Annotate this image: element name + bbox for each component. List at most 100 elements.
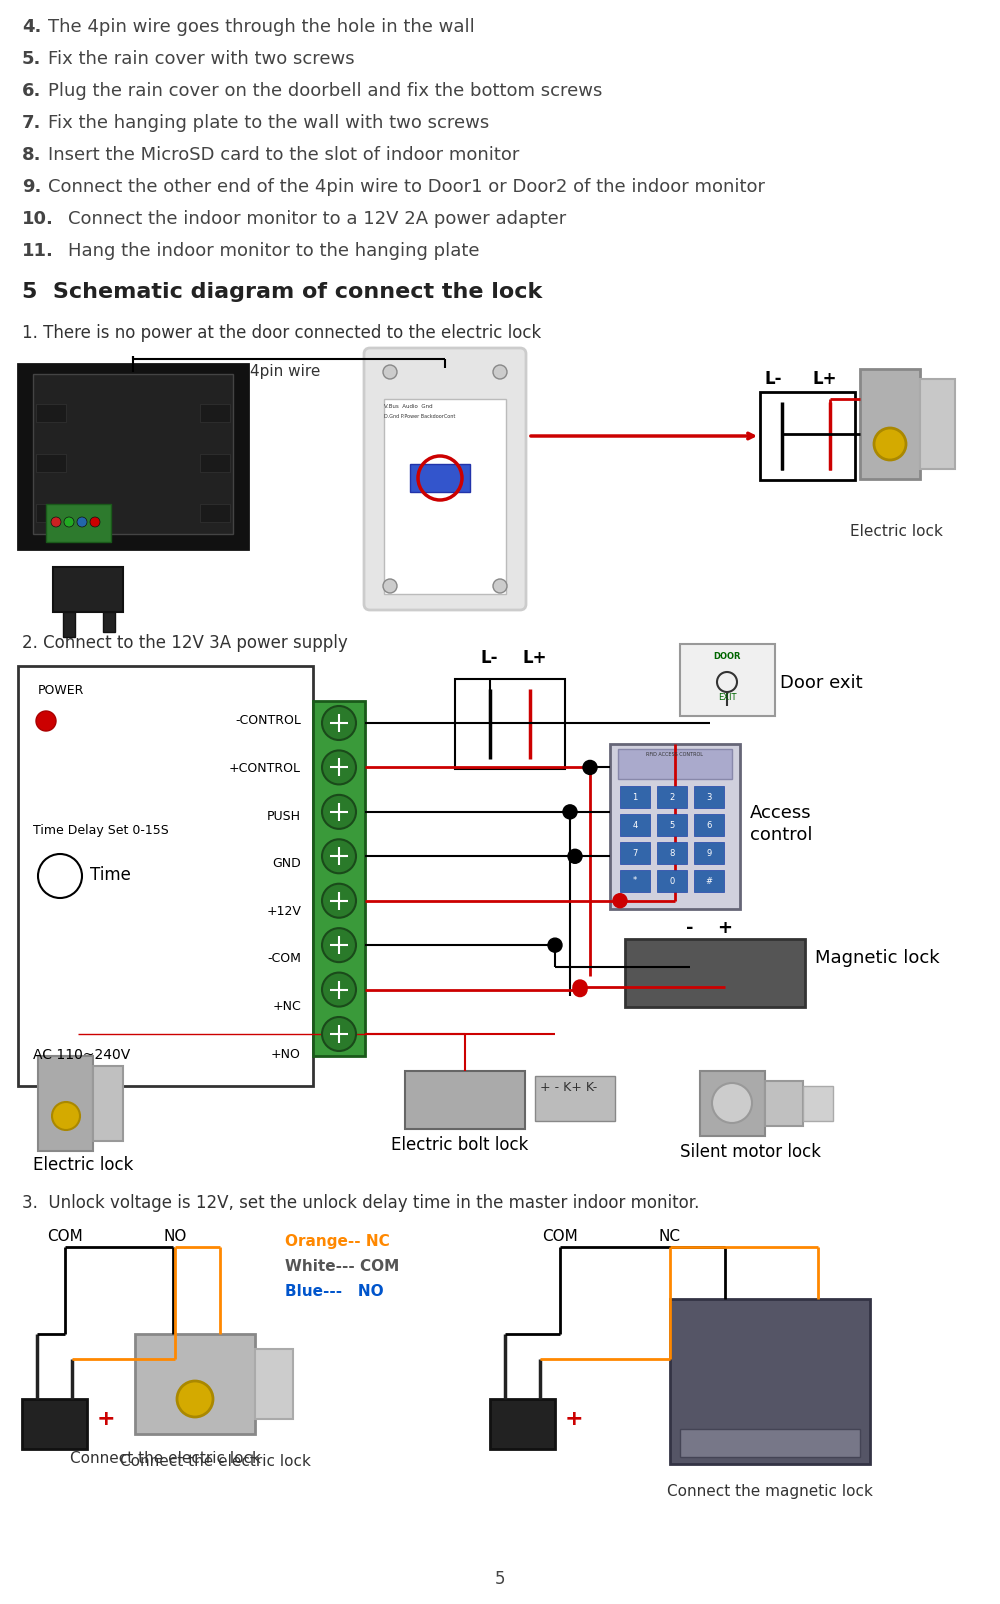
Circle shape xyxy=(38,853,82,898)
Circle shape xyxy=(573,983,587,996)
Bar xyxy=(625,938,805,1007)
Bar xyxy=(657,813,687,836)
Text: +12V: +12V xyxy=(266,905,301,917)
Text: 6.: 6. xyxy=(22,82,41,99)
Bar xyxy=(135,1335,255,1434)
Bar xyxy=(200,454,230,472)
Circle shape xyxy=(322,1017,356,1051)
Bar xyxy=(63,613,75,637)
Bar xyxy=(255,1349,293,1420)
Text: 4: 4 xyxy=(632,821,638,829)
Text: AC 110~240V: AC 110~240V xyxy=(33,1047,130,1062)
Text: NO: NO xyxy=(163,1229,187,1245)
Text: Silent motor lock: Silent motor lock xyxy=(680,1144,820,1161)
Bar xyxy=(610,744,740,909)
Text: 2. Connect to the 12V 3A power supply: 2. Connect to the 12V 3A power supply xyxy=(22,634,348,651)
Text: COM: COM xyxy=(542,1229,578,1245)
Text: 5: 5 xyxy=(495,1570,505,1588)
Bar xyxy=(760,391,855,480)
Bar xyxy=(46,504,111,542)
Text: L+: L+ xyxy=(812,371,836,388)
Bar xyxy=(670,1299,870,1464)
Bar xyxy=(410,464,470,492)
Bar xyxy=(657,786,687,808)
Bar xyxy=(620,869,650,892)
Text: Connect the other end of the 4pin wire to Door1 or Door2 of the indoor monitor: Connect the other end of the 4pin wire t… xyxy=(48,178,765,196)
Bar xyxy=(384,399,506,593)
Text: +: + xyxy=(565,1408,584,1429)
Circle shape xyxy=(322,796,356,829)
Text: Blue---   NO: Blue--- NO xyxy=(285,1283,384,1299)
Text: 7: 7 xyxy=(632,849,638,858)
Circle shape xyxy=(383,366,397,379)
Text: 6: 6 xyxy=(706,821,712,829)
Text: POWER: POWER xyxy=(38,683,84,698)
Text: 11.: 11. xyxy=(22,242,54,260)
Text: 2: 2 xyxy=(669,792,675,802)
Text: 0: 0 xyxy=(669,876,675,885)
Bar xyxy=(920,379,955,468)
Text: Plug the rain cover on the doorbell and fix the bottom screws: Plug the rain cover on the doorbell and … xyxy=(48,82,602,99)
Text: +NC: +NC xyxy=(272,999,301,1014)
Text: +: + xyxy=(718,919,732,937)
Text: 3.  Unlock voltage is 12V, set the unlock delay time in the master indoor monito: 3. Unlock voltage is 12V, set the unlock… xyxy=(22,1193,699,1213)
Text: Electric lock: Electric lock xyxy=(850,525,943,539)
Bar xyxy=(618,749,732,780)
Circle shape xyxy=(322,751,356,784)
FancyBboxPatch shape xyxy=(364,348,526,610)
Bar xyxy=(36,504,66,521)
Text: Magnetic lock: Magnetic lock xyxy=(815,950,940,967)
Circle shape xyxy=(322,972,356,1007)
Text: L+: L+ xyxy=(522,650,546,667)
Text: Orange-- NC: Orange-- NC xyxy=(285,1233,390,1250)
Text: Fix the hanging plate to the wall with two screws: Fix the hanging plate to the wall with t… xyxy=(48,114,489,132)
Text: Access: Access xyxy=(750,804,812,821)
Text: 9.: 9. xyxy=(22,178,41,196)
Text: Connect the electric lock: Connect the electric lock xyxy=(120,1453,310,1469)
Text: -CONTROL: -CONTROL xyxy=(235,714,301,728)
Circle shape xyxy=(493,579,507,593)
Circle shape xyxy=(322,929,356,962)
Text: Electric bolt lock: Electric bolt lock xyxy=(391,1136,529,1153)
Text: 1: 1 xyxy=(632,792,638,802)
Circle shape xyxy=(568,849,582,863)
Bar xyxy=(657,869,687,892)
Circle shape xyxy=(36,711,56,731)
Text: Connect the electric lock: Connect the electric lock xyxy=(70,1452,260,1466)
Text: 8: 8 xyxy=(669,849,675,858)
Bar xyxy=(620,813,650,836)
Bar xyxy=(93,1067,123,1140)
Circle shape xyxy=(563,805,577,820)
Text: Fix the rain cover with two screws: Fix the rain cover with two screws xyxy=(48,50,355,67)
Text: Time: Time xyxy=(90,866,131,884)
Bar xyxy=(657,842,687,865)
Bar xyxy=(620,786,650,808)
Circle shape xyxy=(51,516,61,528)
Bar xyxy=(53,566,123,613)
Circle shape xyxy=(548,938,562,953)
Bar xyxy=(694,869,724,892)
Text: Connect the magnetic lock: Connect the magnetic lock xyxy=(667,1484,873,1500)
Text: #: # xyxy=(706,876,712,885)
Text: 4pin wire: 4pin wire xyxy=(250,364,320,379)
Circle shape xyxy=(613,893,627,908)
Text: Time Delay Set 0-15S: Time Delay Set 0-15S xyxy=(33,824,169,837)
Circle shape xyxy=(64,516,74,528)
Circle shape xyxy=(573,980,587,994)
Circle shape xyxy=(493,366,507,379)
Bar xyxy=(200,404,230,422)
Circle shape xyxy=(177,1381,213,1416)
Circle shape xyxy=(52,1102,80,1129)
Text: D.Gnd P.Power BackdoorCont: D.Gnd P.Power BackdoorCont xyxy=(384,414,455,419)
Circle shape xyxy=(322,706,356,739)
Circle shape xyxy=(874,428,906,460)
Bar xyxy=(405,1071,525,1129)
Bar xyxy=(860,369,920,480)
Bar xyxy=(455,678,565,768)
Text: 5: 5 xyxy=(669,821,675,829)
Bar xyxy=(18,666,313,1086)
Bar xyxy=(313,701,365,1055)
Text: -: - xyxy=(686,919,694,937)
Text: 10.: 10. xyxy=(22,210,54,228)
Circle shape xyxy=(90,516,100,528)
